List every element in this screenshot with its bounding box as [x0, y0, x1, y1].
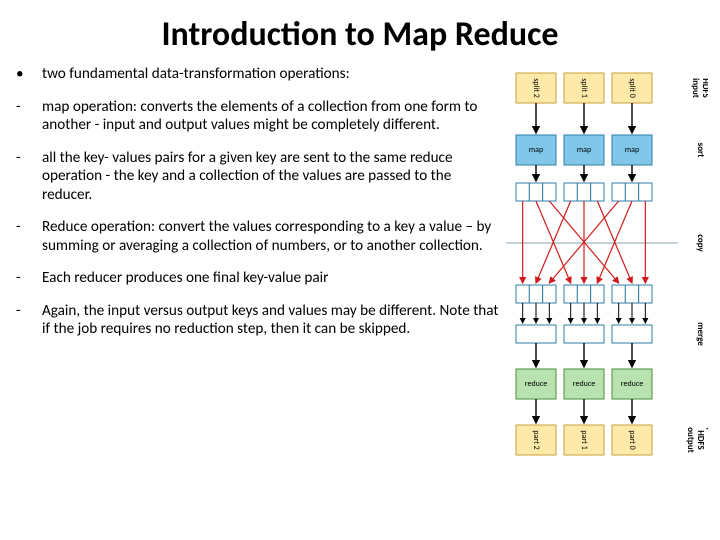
bullet-item: -Reduce operation: convert the values co…: [16, 218, 504, 255]
svg-text:map: map: [625, 145, 639, 155]
bullet-item: -Again, the input versus output keys and…: [16, 302, 504, 339]
svg-text:output: output: [685, 427, 696, 453]
mapreduce-diagram: split 2split 1split 0inputHDFSmapmapmaps…: [504, 65, 708, 510]
svg-text:replication: replication: [705, 420, 708, 460]
page-title: Introduction to Map Reduce: [0, 0, 720, 65]
svg-text:sort: sort: [695, 143, 706, 158]
svg-text:input: input: [690, 78, 701, 98]
svg-text:reduce: reduce: [573, 379, 595, 389]
bullet-text: Again, the input versus output keys and …: [42, 302, 504, 339]
bullet-item: -Each reducer produces one final key-val…: [16, 269, 504, 288]
svg-text:split 0: split 0: [627, 78, 637, 98]
bullet-list-column: •two fundamental data-transformation ope…: [16, 65, 504, 510]
bullet-text: Each reducer produces one final key-valu…: [42, 269, 504, 288]
svg-text:part 0: part 0: [627, 430, 637, 449]
content-area: •two fundamental data-transformation ope…: [0, 65, 720, 510]
svg-text:merge: merge: [695, 322, 706, 346]
svg-text:copy: copy: [695, 234, 706, 252]
bullet-marker: -: [16, 149, 42, 205]
bullet-marker: -: [16, 302, 42, 339]
bullet-text: map operation: converts the elements of …: [42, 98, 504, 135]
svg-text:part 1: part 1: [579, 430, 589, 449]
svg-text:reduce: reduce: [525, 379, 547, 389]
bullet-text: all the key- values pairs for a given ke…: [42, 149, 504, 205]
svg-text:HDFS: HDFS: [695, 430, 706, 450]
svg-text:part 2: part 2: [531, 430, 541, 449]
bullet-item: •two fundamental data-transformation ope…: [16, 65, 504, 84]
svg-text:map: map: [577, 145, 591, 155]
svg-text:split 2: split 2: [531, 78, 541, 98]
bullet-item: -map operation: converts the elements of…: [16, 98, 504, 135]
bullet-marker: •: [16, 65, 42, 84]
bullet-marker: -: [16, 98, 42, 135]
bullet-item: -all the key- values pairs for a given k…: [16, 149, 504, 205]
bullet-marker: -: [16, 269, 42, 288]
svg-text:split 1: split 1: [579, 78, 589, 98]
svg-text:HDFS: HDFS: [700, 78, 708, 98]
svg-text:map: map: [529, 145, 543, 155]
bullet-text: Reduce operation: convert the values cor…: [42, 218, 504, 255]
bullet-marker: -: [16, 218, 42, 255]
svg-text:reduce: reduce: [621, 379, 643, 389]
bullet-text: two fundamental data-transformation oper…: [42, 65, 504, 84]
